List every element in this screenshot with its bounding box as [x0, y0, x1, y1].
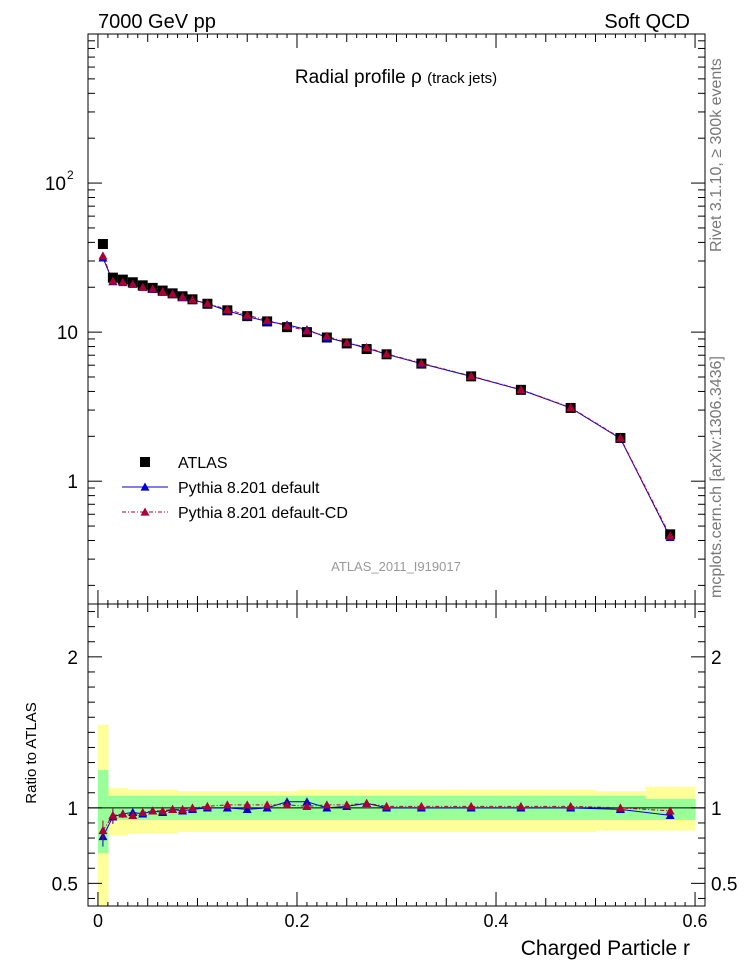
mc-data-point-2 — [466, 371, 476, 380]
ratio-point-1 — [158, 806, 168, 815]
ratio-point-1 — [262, 800, 272, 809]
x-tick-label: 0.6 — [683, 911, 708, 931]
legend-marker — [140, 482, 150, 491]
y-tick-label-right: 1 — [711, 799, 722, 820]
legend-marker — [140, 507, 150, 516]
ratio-point-0 — [302, 797, 312, 806]
mc-data-point-2 — [322, 331, 332, 340]
header-right: Soft QCD — [604, 11, 690, 33]
mc-data-point-2 — [187, 295, 197, 304]
mc-data-point-2 — [178, 292, 188, 301]
ratio-point-1 — [516, 801, 526, 810]
ratio-point-1 — [108, 810, 118, 819]
x-tick-label: 0.4 — [484, 911, 509, 931]
mc-data-point-2 — [416, 358, 426, 367]
analysis-watermark: ATLAS_2011_I919017 — [331, 559, 461, 574]
mc-data-point-2 — [615, 433, 625, 442]
ratio-uncertainty-bands — [97, 724, 696, 906]
atlas-data-point — [97, 239, 108, 250]
y-tick-label: 1 — [67, 472, 78, 493]
mc-data-point-2 — [382, 349, 392, 358]
mc-data-point-2 — [665, 531, 675, 540]
y-tick-label: 10 — [57, 323, 78, 344]
mc-data-point-2 — [128, 279, 138, 289]
y-tick-label-right: 2 — [711, 648, 722, 669]
mc-data-point-2 — [282, 321, 292, 330]
ratio-point-1 — [202, 801, 212, 810]
ratio-point-1 — [416, 801, 426, 810]
header-left: 7000 GeV pp — [98, 11, 216, 33]
ratio-series — [98, 797, 675, 847]
mc-data-point-2 — [148, 284, 158, 293]
legend-label: Pythia 8.201 default — [178, 480, 320, 497]
y-tick-label: 0.5 — [52, 874, 78, 895]
ratio-point-1 — [615, 803, 625, 812]
mc-data-point-2 — [222, 304, 232, 314]
mc-data-point-2 — [202, 298, 212, 307]
x-axis-label: Charged Particle r — [521, 937, 690, 960]
mc-data-point-2 — [108, 276, 118, 285]
ratio-point-1 — [362, 798, 372, 807]
main-series — [97, 239, 676, 541]
y-axis-label-ratio: Ratio to ATLAS — [23, 702, 40, 803]
ratio-point-1 — [98, 826, 108, 835]
mc-data-point-2 — [242, 310, 252, 319]
mc-data-point-2 — [342, 338, 352, 347]
chart-title-sub: (track jets) — [427, 70, 497, 87]
mc-data-point-2 — [168, 289, 178, 298]
ratio-point-1 — [282, 800, 292, 809]
mc-data-point-2 — [118, 277, 128, 286]
ratio-point-1 — [322, 800, 332, 809]
ratio-point-1 — [302, 801, 312, 810]
y-tick-label: 10 — [45, 174, 66, 195]
mc-data-point-2 — [362, 342, 372, 351]
y-tick-label-right: 0.5 — [711, 874, 737, 895]
ratio-frame — [87, 603, 706, 907]
ratio-point-0 — [665, 810, 675, 819]
legend-marker-atlas — [140, 457, 150, 467]
chart-title-main: Radial profile ρ — [295, 67, 422, 88]
x-tick-label: 0 — [93, 911, 103, 931]
ratio-point-1 — [118, 809, 128, 818]
mc-data-point-2 — [158, 287, 168, 296]
ratio-point-1 — [222, 800, 232, 809]
ratio-point-1 — [178, 804, 188, 813]
rivet-label: Rivet 3.1.10, ≥ 300k events — [708, 58, 725, 252]
y-tick-label: 1 — [67, 799, 78, 820]
legend-label: ATLAS — [178, 455, 228, 472]
ratio-point-1 — [342, 800, 352, 809]
ratio-point-1 — [566, 801, 576, 810]
series-line-2 — [102, 255, 671, 537]
ratio-point-0 — [242, 804, 252, 813]
mc-data-point-2 — [302, 326, 312, 335]
stat-uncertainty-band — [97, 770, 109, 854]
mc-data-point-2 — [262, 315, 272, 324]
ratio-axes: 0 0.2 0.4 0.60.5 0.51 12 2 — [52, 590, 737, 931]
ratio-point-1 — [128, 810, 138, 819]
x-tick-label: 0.2 — [284, 911, 309, 931]
ratio-point-1 — [382, 801, 392, 810]
ratio-point-1 — [148, 806, 158, 815]
ratio-point-1 — [187, 803, 197, 812]
ratio-line-1 — [102, 802, 671, 831]
ratio-point-1 — [242, 800, 252, 809]
legend: ATLAS Pythia 8.201 default Pythia 8.201 de… — [122, 455, 348, 522]
chart-title: Radial profile ρ (track jets) — [295, 67, 497, 88]
ratio-point-1 — [665, 806, 675, 815]
mc-data-point-2 — [98, 251, 108, 260]
y-tick-label: 2 — [67, 648, 78, 669]
mcplots-label: mcplots.cern.ch [arXiv:1306.3436] — [708, 356, 725, 598]
mc-data-point-2 — [138, 282, 148, 291]
ratio-point-1 — [138, 807, 148, 816]
mc-data-point-2 — [516, 385, 526, 394]
legend-label: Pythia 8.201 default-CD — [178, 505, 348, 522]
ratio-point-1 — [466, 801, 476, 810]
mc-data-point-2 — [566, 403, 576, 412]
y-tick-label-exponent: 2 — [67, 168, 74, 182]
ratio-point-1 — [168, 804, 178, 813]
